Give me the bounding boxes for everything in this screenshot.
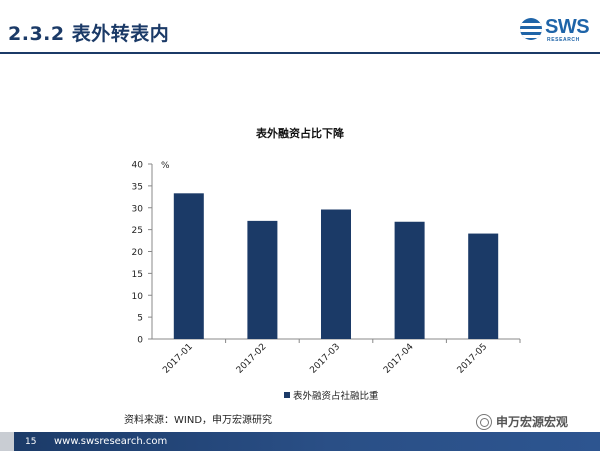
bar	[247, 220, 278, 339]
wechat-watermark: 申万宏源宏观	[472, 412, 573, 431]
y-tick-label: 10	[132, 292, 144, 302]
y-tick-label: 20	[132, 248, 144, 258]
chart-title: 表外融资占比下降	[256, 127, 344, 140]
y-tick-label: 30	[132, 204, 144, 214]
wechat-account-name: 申万宏源宏观	[496, 415, 569, 429]
x-tick-label: 2017-03	[308, 342, 342, 376]
bar	[173, 193, 204, 339]
footer-bar	[0, 432, 600, 451]
legend-swatch	[284, 392, 290, 398]
slide-title: 2.3.2 表外转表内	[8, 23, 170, 45]
title-rule	[0, 52, 600, 54]
x-tick-label: 2017-01	[161, 342, 195, 376]
y-tick-label: 5	[137, 314, 143, 324]
y-tick-label: 15	[132, 270, 143, 280]
x-tick-label: 2017-02	[235, 342, 269, 376]
sws-logo-icon	[520, 18, 542, 40]
chart-legend: 表外融资占社融比重	[284, 388, 379, 402]
y-tick-label: 40	[132, 161, 144, 171]
legend-label: 表外融资占社融比重	[293, 391, 379, 402]
page-number: 15	[25, 437, 37, 447]
x-tick-label: 2017-05	[456, 342, 490, 376]
sws-logo-text: SWS	[545, 16, 590, 38]
y-tick-label: 0	[137, 336, 143, 346]
y-tick-label: 25	[132, 226, 143, 236]
sws-logo: SWS RESEARCH	[520, 16, 592, 46]
bar	[321, 209, 351, 339]
footer-left-strip	[0, 432, 14, 451]
y-axis-unit: %	[161, 161, 170, 171]
footer-url[interactable]: www.swsresearch.com	[54, 436, 168, 447]
y-tick-label: 35	[132, 182, 143, 192]
bar	[468, 233, 499, 339]
source-note: 资料来源：WIND，申万宏源研究	[124, 415, 273, 426]
sws-logo-subtext: RESEARCH	[547, 37, 580, 43]
bar	[394, 221, 425, 339]
x-tick-label: 2017-04	[382, 342, 416, 376]
wechat-icon	[476, 413, 492, 430]
